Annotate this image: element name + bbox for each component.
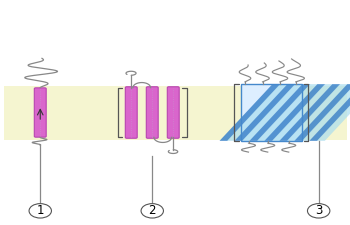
Bar [241,84,302,141]
Text: 1: 1 [36,204,44,217]
Polygon shape [317,84,350,141]
Polygon shape [279,84,340,141]
Polygon shape [287,84,348,141]
FancyBboxPatch shape [167,87,179,138]
Bar [241,84,302,141]
Polygon shape [265,84,325,141]
Text: 3: 3 [315,204,322,217]
Circle shape [29,204,51,218]
Polygon shape [257,84,318,141]
Circle shape [308,204,330,218]
FancyBboxPatch shape [34,88,46,137]
Polygon shape [294,84,350,141]
Polygon shape [227,84,288,141]
Polygon shape [219,84,280,141]
Polygon shape [242,84,303,141]
Polygon shape [234,84,295,141]
FancyBboxPatch shape [146,87,158,138]
Bar [241,84,302,141]
Polygon shape [309,84,350,141]
Circle shape [141,204,163,218]
Polygon shape [272,84,333,141]
Bar [4,86,346,140]
FancyBboxPatch shape [125,87,137,138]
Polygon shape [302,84,350,141]
Text: 2: 2 [148,204,156,217]
Polygon shape [250,84,310,141]
